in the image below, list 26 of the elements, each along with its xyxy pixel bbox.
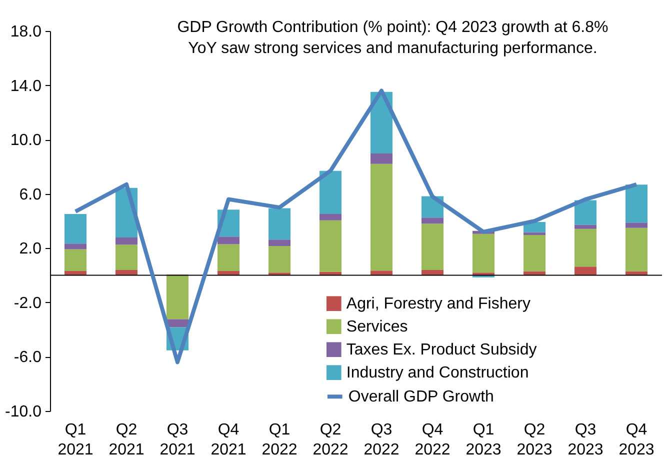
x-tick-label: Q2 2023: [516, 422, 552, 458]
x-tick-label: Q1 2023: [466, 422, 502, 458]
y-tick-label: -2.0: [14, 294, 42, 312]
x-tick-label: Q1 2021: [58, 422, 94, 458]
y-tick-label: 6.0: [19, 186, 42, 204]
y-tick-label: 18.0: [10, 24, 42, 40]
x-tick-label: Q2 2022: [312, 422, 348, 458]
legend-label: Overall GDP Growth: [348, 388, 494, 406]
x-tick-label: Q3 2021: [160, 422, 196, 458]
y-tick-label: 2.0: [19, 240, 42, 258]
y-tick-label: -10.0: [5, 404, 42, 420]
x-tick-label: Q1 2022: [262, 422, 298, 458]
chart-title: GDP Growth Contribution (% point): Q4 2023 growth at 6.8% YoY saw strong services and manufacturing performance.: [177, 19, 608, 57]
y-tick-label: 14.0: [10, 78, 42, 95]
x-tick-label: Q4 2022: [414, 422, 450, 458]
y-tick-label: -6.0: [14, 349, 42, 366]
y-tick-label: 10.0: [10, 132, 42, 150]
legend-label: Taxes Ex. Product Subsidy: [346, 342, 537, 359]
legend-label: Industry and Construction: [346, 364, 529, 382]
x-tick-label: Q4 2021: [210, 422, 246, 458]
legend-label: Services: [346, 318, 408, 336]
x-tick-label: Q2 2021: [108, 422, 144, 458]
legend-label: Agri, Forestry and Fishery: [346, 296, 530, 313]
x-tick-label: Q3 2023: [568, 422, 604, 458]
x-tick-label: Q3 2022: [364, 422, 400, 458]
x-tick-label: Q4 2023: [618, 422, 654, 458]
